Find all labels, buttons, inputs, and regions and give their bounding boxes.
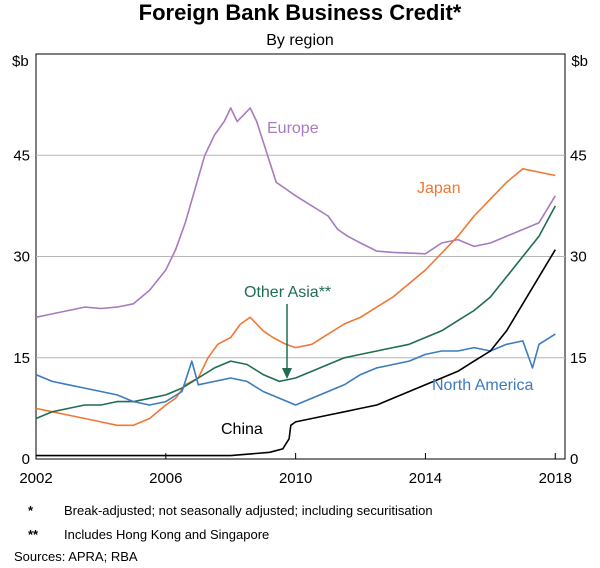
series-line-japan <box>35 168 556 427</box>
series-line-europe <box>35 107 556 319</box>
sources: Sources: APRA; RBA <box>14 549 138 564</box>
annotation-arrow-head <box>282 368 292 379</box>
y-tick-labels: 0 0 15 15 30 30 45 45 <box>13 147 586 468</box>
x-tick-labels: 2002 2006 2010 2014 2018 <box>19 453 572 487</box>
gridlines <box>36 154 565 359</box>
chart-title: Foreign Bank Business Credit* <box>139 0 462 25</box>
y-tick-right-0: 0 <box>570 451 578 468</box>
series-line-china <box>36 249 556 457</box>
y-tick-right-15: 15 <box>570 350 587 367</box>
x-tick-2006: 2006 <box>149 470 182 487</box>
chart-canvas: Foreign Bank Business Credit* By region … <box>12 0 588 487</box>
y-tick-left-45: 45 <box>13 147 30 164</box>
label-other-asia: Other Asia** <box>244 284 331 301</box>
y-tick-left-0: 0 <box>22 451 30 468</box>
label-north-america: North America <box>432 377 533 394</box>
footnote-1-mark: * <box>28 503 34 518</box>
footnote-1: * Break-adjusted; not seasonally adjuste… <box>28 503 588 521</box>
x-tick-2010: 2010 <box>279 470 312 487</box>
chart-subtitle: By region <box>266 32 334 49</box>
y-tick-right-45: 45 <box>570 147 587 164</box>
x-tick-2018: 2018 <box>539 470 572 487</box>
x-tick-2014: 2014 <box>409 470 442 487</box>
footnote-2: ** Includes Hong Kong and Singapore <box>28 527 588 545</box>
footnote-2-mark: ** <box>28 527 39 542</box>
y-tick-left-30: 30 <box>13 249 30 266</box>
footnote-1-text: Break-adjusted; not seasonally adjusted;… <box>64 503 433 518</box>
label-europe: Europe <box>267 120 319 137</box>
series-lines <box>35 107 557 457</box>
y-tick-right-30: 30 <box>570 249 587 266</box>
series-line-north-america <box>35 333 556 406</box>
y-unit-right: $b <box>571 53 588 70</box>
label-china: China <box>221 421 263 438</box>
y-unit-left: $b <box>12 53 29 70</box>
y-tick-left-15: 15 <box>13 350 30 367</box>
label-japan: Japan <box>417 180 461 197</box>
series-line-other-asia <box>35 205 557 420</box>
footnote-2-text: Includes Hong Kong and Singapore <box>64 527 270 542</box>
x-tick-2002: 2002 <box>19 470 52 487</box>
